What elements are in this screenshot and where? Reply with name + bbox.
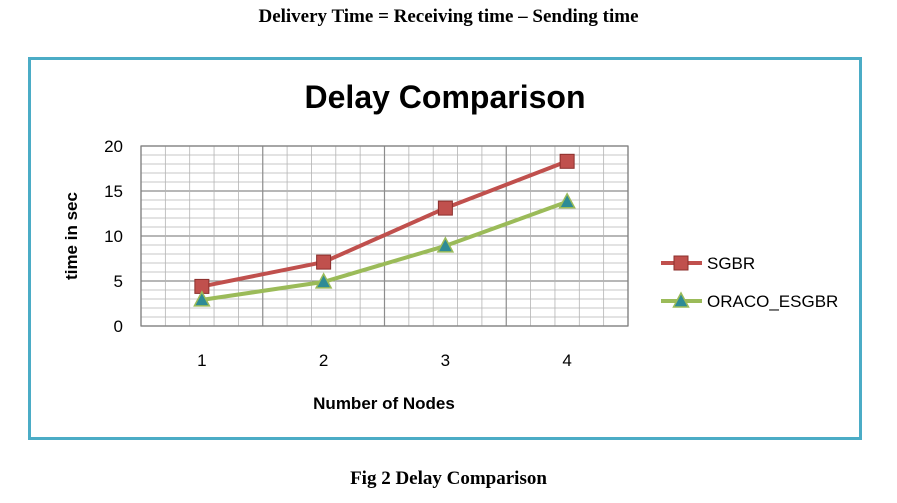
chart-title: Delay Comparison (305, 79, 586, 115)
axes: 0 5 10 15 20 1 2 3 4 (104, 137, 629, 370)
figure-caption: Fig 2 Delay Comparison (350, 468, 547, 489)
x-tick-label: 1 (197, 351, 206, 370)
data-point (193, 290, 211, 307)
data-point (558, 192, 576, 209)
legend-marker (673, 255, 689, 271)
legend-entry: ORACO_ESGBR (661, 291, 838, 311)
x-tick-label: 3 (441, 351, 450, 370)
data-point (437, 200, 453, 216)
series-sgbr (194, 153, 575, 294)
data-point (314, 272, 333, 289)
page-heading: Delivery Time = Receiving time – Sending… (258, 6, 639, 27)
data-point (559, 153, 575, 169)
y-axis-label: time in sec (62, 192, 81, 280)
series-line (201, 199, 568, 302)
y-tick-label: 10 (104, 227, 123, 246)
y-tick-label: 5 (114, 272, 123, 291)
series-oraco-esgbr (193, 192, 576, 307)
y-tick-label: 15 (104, 182, 123, 201)
legend-entry: SGBR (661, 254, 755, 273)
series-layer (193, 153, 576, 307)
y-tick-label: 20 (104, 137, 123, 156)
y-tick-label: 0 (114, 317, 123, 336)
data-point (436, 236, 455, 253)
legend-marker (672, 291, 690, 308)
x-tick-label: 2 (319, 351, 328, 370)
legend: SGBR ORACO_ESGBR (661, 254, 838, 311)
legend-label: SGBR (707, 254, 755, 273)
legend-label: ORACO_ESGBR (707, 292, 838, 311)
x-tick-label: 4 (562, 351, 571, 370)
series-line (201, 159, 568, 289)
plot-area-border (140, 145, 629, 327)
data-point (316, 254, 332, 270)
x-axis-label: Number of Nodes (313, 394, 455, 413)
